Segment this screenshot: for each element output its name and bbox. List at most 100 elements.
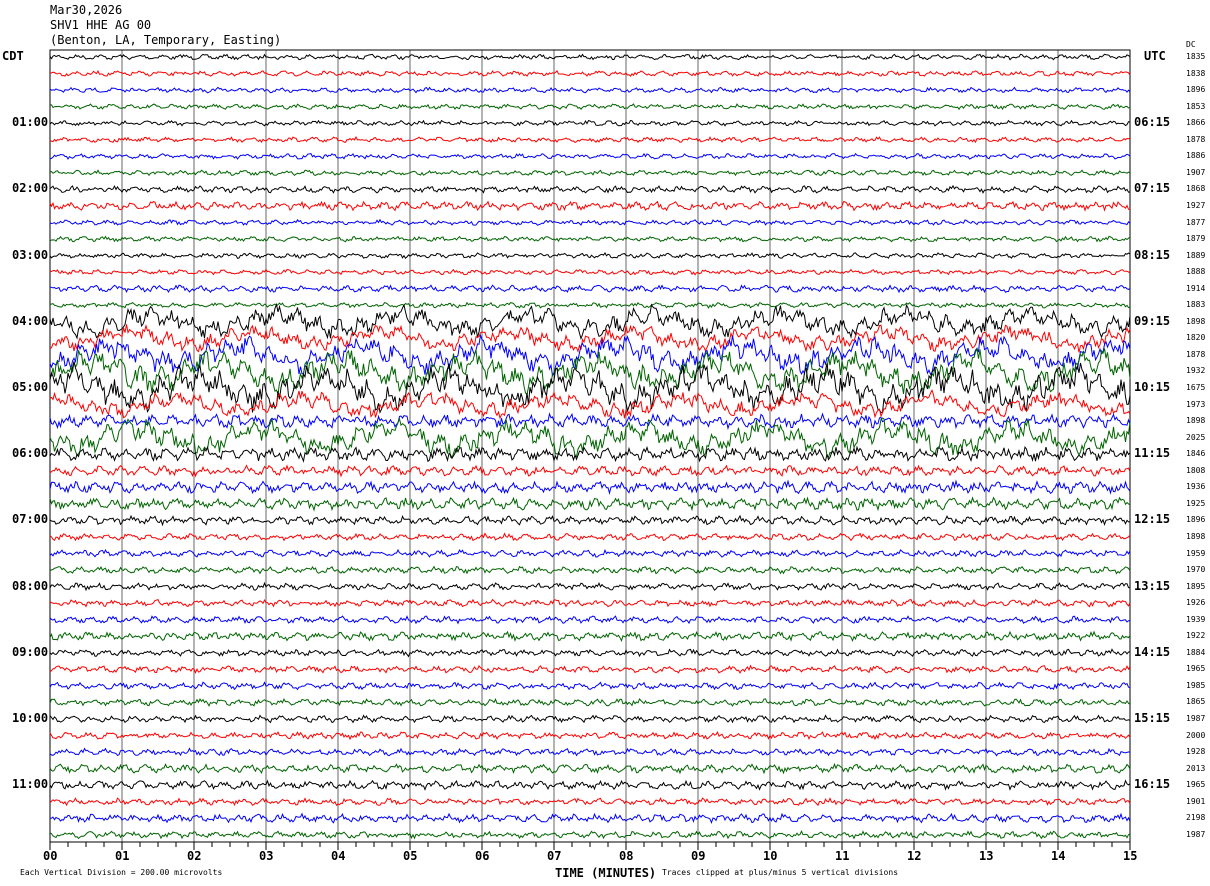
dc-offset-label: 1901 — [1186, 796, 1206, 806]
x-tick-label: 04 — [331, 849, 346, 863]
cdt-hour-label: 02:00 — [12, 181, 49, 196]
utc-hour-label: 14:15 — [1134, 644, 1171, 659]
dc-offset-label: 1883 — [1186, 300, 1206, 310]
utc-hour-label: 07:15 — [1134, 181, 1171, 196]
dc-offset-label: 1959 — [1186, 548, 1206, 558]
location-label: (Benton, LA, Temporary, Easting) — [50, 33, 282, 47]
x-tick-label: 08 — [619, 849, 634, 863]
seismic-trace — [49, 302, 1131, 341]
dc-offset-label: 1675 — [1186, 383, 1206, 392]
x-tick-label: 05 — [403, 849, 418, 863]
x-tick-label: 11 — [835, 849, 850, 863]
seismic-trace — [49, 697, 1131, 707]
seismic-trace — [49, 747, 1131, 757]
x-tick-label: 06 — [475, 849, 490, 863]
dc-offset-label: 2025 — [1186, 432, 1206, 442]
utc-hour-label: 13:15 — [1134, 578, 1171, 593]
seismic-trace — [49, 762, 1131, 775]
utc-hour-label: 06:15 — [1134, 115, 1171, 130]
utc-hour-label: 10:15 — [1134, 380, 1171, 394]
x-tick-label: 09 — [691, 849, 706, 863]
seismic-trace — [49, 830, 1131, 840]
dc-offset-label: 1928 — [1186, 747, 1206, 757]
seismic-trace — [49, 268, 1131, 276]
cdt-hour-label: 08:00 — [12, 578, 49, 593]
dc-offset-label: 1939 — [1186, 614, 1206, 624]
x-tick-label: 02 — [187, 849, 202, 863]
cdt-hour-label: 01:00 — [12, 115, 49, 130]
dc-offset-label: 1970 — [1186, 565, 1206, 575]
dc-offset-label: 1898 — [1186, 416, 1206, 426]
seismic-trace — [49, 630, 1131, 643]
utc-hour-label: 09:15 — [1134, 313, 1171, 328]
seismic-trace — [49, 496, 1131, 512]
dc-offset-label: 1886 — [1186, 151, 1206, 161]
seismic-trace — [49, 565, 1131, 575]
seismic-trace — [49, 103, 1131, 111]
dc-offset-label: 1878 — [1186, 349, 1206, 359]
dc-offset-label: 1987 — [1186, 829, 1206, 839]
utc-hour-label: 15:15 — [1134, 711, 1171, 725]
seismic-trace — [49, 284, 1131, 294]
dc-offset-label: 1936 — [1186, 482, 1206, 492]
seismic-trace — [49, 464, 1131, 478]
clip-note: Traces clipped at plus/minus 5 vertical … — [662, 868, 899, 877]
utc-hour-label: 08:15 — [1134, 247, 1171, 262]
x-tick-label: 01 — [115, 849, 130, 863]
dc-offset-label: 1922 — [1186, 631, 1206, 641]
cdt-hour-label: 11:00 — [12, 777, 49, 792]
cdt-hour-label: 07:00 — [12, 512, 49, 527]
utc-hour-label: 11:15 — [1134, 446, 1171, 461]
seismic-trace — [49, 779, 1131, 791]
seismic-trace — [49, 797, 1131, 807]
seismic-trace — [49, 412, 1131, 431]
seismic-trace — [49, 417, 1131, 460]
dc-offset-label: 1877 — [1186, 217, 1206, 227]
cdt-hour-label: 04:00 — [12, 313, 49, 328]
dc-offset-label: 1838 — [1186, 68, 1206, 78]
x-tick-label: 07 — [547, 849, 562, 863]
dc-title: DC — [1186, 40, 1196, 49]
dc-offset-label: 1888 — [1186, 267, 1206, 277]
seismic-trace — [49, 389, 1131, 420]
seismic-trace — [49, 152, 1131, 160]
dc-offset-label: 1965 — [1186, 664, 1206, 674]
dc-offset-label: 1932 — [1186, 366, 1206, 376]
dc-offset-label: 1846 — [1186, 449, 1206, 459]
dc-offset-label: 1820 — [1186, 333, 1206, 343]
date-label: Mar30,2026 — [50, 3, 123, 17]
seismic-trace — [49, 86, 1131, 94]
seismic-trace — [49, 200, 1131, 212]
dc-offset-label: 1865 — [1186, 697, 1206, 707]
dc-offset-label: 1808 — [1186, 465, 1206, 475]
dc-offset-label: 2000 — [1186, 730, 1206, 740]
dc-offset-label: 1868 — [1186, 184, 1206, 194]
utc-hour-label: 16:15 — [1134, 777, 1171, 792]
dc-offset-label: 1889 — [1186, 250, 1206, 260]
seismic-trace — [49, 169, 1131, 177]
station-label: SHV1 HHE AG 00 — [50, 18, 152, 32]
seismic-trace — [49, 347, 1131, 396]
cdt-hour-label: 06:00 — [12, 446, 49, 461]
dc-offset-label: 1985 — [1186, 680, 1206, 690]
x-tick-label: 15 — [1123, 849, 1138, 863]
dc-offset-label: 1907 — [1186, 167, 1206, 177]
seismic-trace — [49, 648, 1131, 658]
dc-offset-label: 1879 — [1186, 234, 1206, 244]
x-tick-label: 10 — [763, 849, 778, 863]
seismic-trace — [49, 479, 1131, 495]
seismic-trace — [49, 445, 1131, 463]
seismic-trace — [49, 714, 1131, 724]
cdt-hour-label: 05:00 — [12, 380, 49, 394]
dc-offset-label: 1898 — [1186, 316, 1206, 326]
x-axis-title: TIME (MINUTES) — [555, 866, 657, 880]
seismic-trace — [49, 615, 1131, 625]
seismic-trace — [49, 361, 1131, 414]
seismic-trace — [49, 548, 1131, 558]
dc-offset-label: 1925 — [1186, 498, 1206, 508]
cdt-hour-label: 09:00 — [12, 644, 49, 659]
scale-note: Each Vertical Division = 200.00 microvol… — [20, 868, 223, 877]
dc-offset-label: 2013 — [1186, 763, 1206, 773]
seismic-trace — [49, 730, 1131, 741]
